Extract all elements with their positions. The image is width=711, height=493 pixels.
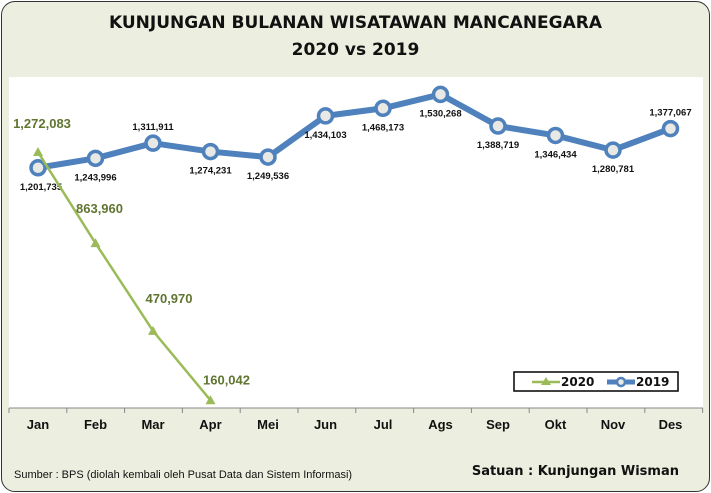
series-2019-point [144, 134, 162, 152]
series-2019-point [661, 119, 680, 138]
x-tick-label: Jul [374, 417, 393, 432]
series-2019-data-label: 1,280,781 [592, 164, 635, 175]
subtitle-line: 2020 vs 2019 [291, 40, 420, 60]
series-2019-point [489, 117, 507, 135]
legend [513, 371, 679, 392]
series-2020-line [36, 151, 212, 402]
x-tick-label: Des [659, 417, 683, 432]
series-2019-data-label: 1,311,911 [132, 122, 174, 133]
series-2020-point [90, 238, 101, 248]
series-2019-point [374, 99, 392, 118]
series-2019-point [431, 85, 450, 104]
series-2019-point [316, 107, 335, 125]
series-2019-point [259, 148, 277, 166]
series-2019-point [604, 141, 622, 159]
x-tick-label: Feb [84, 417, 107, 432]
series-2019-data-label: 1,274,231 [189, 166, 232, 177]
series-2020-point [205, 395, 216, 405]
legend-2020-label: 2020 [561, 375, 594, 389]
series-2020-point [148, 325, 158, 335]
series-2019-data-label: 1,388,719 [477, 140, 519, 151]
source-note: Sumber : BPS (diolah kembali oleh Pusat … [14, 469, 353, 481]
legend-2020-marker [541, 377, 551, 385]
x-tick-label: Ags [428, 417, 453, 432]
series-2019-data-label: 1,201,735 [20, 182, 63, 193]
x-tick-label: Okt [545, 417, 567, 432]
series-2019-data-label: 1,468,173 [362, 122, 404, 133]
series-2019-data-label: 1,434,103 [304, 130, 346, 141]
chart-title: KUNJUNGAN BULANAN WISATAWAN MANCANEGARA … [0, 10, 711, 64]
series-2020-point [33, 147, 43, 157]
series-2019-point [29, 159, 47, 177]
series-2019-data-label: 1,530,268 [419, 108, 461, 119]
x-tick-label: Nov [601, 417, 626, 432]
series-2019-point [201, 142, 220, 161]
series-2019-point [86, 149, 105, 168]
series-2019-point [546, 126, 565, 145]
series-2019-data-label: 1,346,434 [534, 149, 577, 160]
series-2019-data-label: 1,249,536 [247, 171, 289, 182]
series-2020-data-label: 470,970 [146, 291, 193, 306]
legend-2019-marker [615, 376, 627, 388]
series-2019-data-label: 1,243,996 [74, 172, 116, 183]
plot-area [9, 77, 703, 408]
series-2019-line [37, 91, 672, 171]
x-tick-label: Apr [199, 417, 221, 432]
x-tick-label: Mei [257, 417, 279, 432]
x-tick-label: Mar [141, 417, 164, 432]
legend-2019-label: 2019 [636, 375, 669, 389]
x-tick-label: Jun [314, 417, 337, 432]
series-2020-data-label: 863,960 [76, 201, 123, 216]
unit-note: Satuan : Kunjungan Wisman [471, 464, 679, 479]
series-2019-data-label: 1,377,067 [649, 108, 691, 119]
x-tick-label: Jan [27, 417, 49, 432]
x-tick-label: Sep [486, 417, 510, 432]
title-line: KUNJUNGAN BULANAN WISATAWAN MANCANEGARA [108, 13, 603, 33]
series-2020-data-label: 1,272,083 [13, 116, 71, 131]
series-2020-data-label: 160,042 [203, 372, 250, 387]
